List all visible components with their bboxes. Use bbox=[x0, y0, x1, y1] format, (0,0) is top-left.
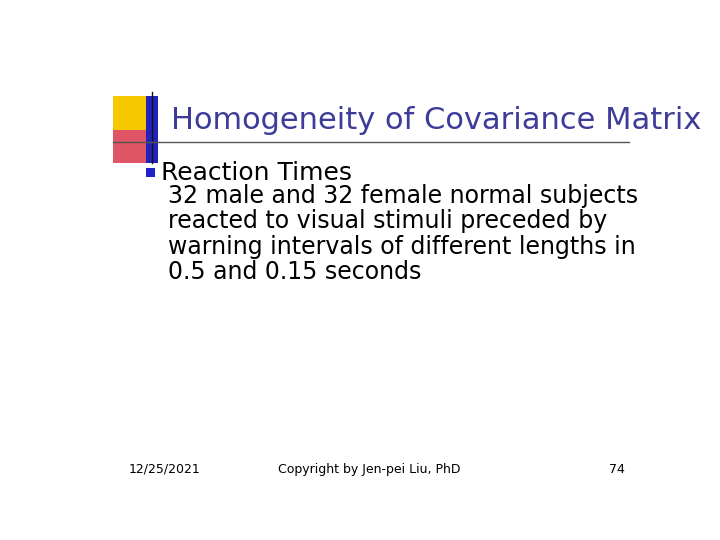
Bar bbox=[145, 96, 158, 163]
Text: 0.5 and 0.15 seconds: 0.5 and 0.15 seconds bbox=[168, 260, 421, 284]
Text: reacted to visual stimuli preceded by: reacted to visual stimuli preceded by bbox=[168, 209, 607, 233]
Bar bbox=[145, 168, 155, 177]
Text: warning intervals of different lengths in: warning intervals of different lengths i… bbox=[168, 234, 635, 259]
Text: Homogeneity of Covariance Matrix: Homogeneity of Covariance Matrix bbox=[171, 106, 702, 135]
Bar bbox=[113, 96, 150, 130]
Text: Copyright by Jen-pei Liu, PhD: Copyright by Jen-pei Liu, PhD bbox=[278, 463, 460, 476]
Text: 74: 74 bbox=[609, 463, 625, 476]
Text: 32 male and 32 female normal subjects: 32 male and 32 female normal subjects bbox=[168, 184, 638, 208]
Text: 12/25/2021: 12/25/2021 bbox=[129, 463, 200, 476]
Bar bbox=[113, 130, 150, 163]
Text: Reaction Times: Reaction Times bbox=[161, 160, 352, 185]
